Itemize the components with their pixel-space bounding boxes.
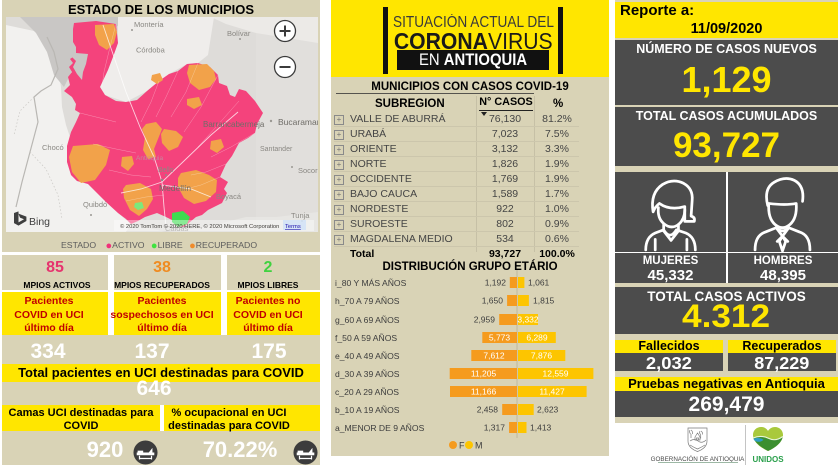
svg-text:1,815: 1,815 — [533, 296, 555, 306]
svg-text:3,332: 3,332 — [517, 315, 539, 325]
svg-text:11,166: 11,166 — [471, 387, 497, 397]
svg-text:Bucaraman: Bucaraman — [278, 117, 318, 127]
svg-text:f_50 A 59 AÑOS: f_50 A 59 AÑOS — [335, 333, 397, 343]
svg-text:g_60 A 69 AÑOS: g_60 A 69 AÑOS — [335, 315, 400, 325]
svg-text:2,458: 2,458 — [477, 405, 499, 415]
svg-text:2,959: 2,959 — [474, 315, 496, 325]
svg-text:i_80 Y MÁS AÑOS: i_80 Y MÁS AÑOS — [335, 278, 407, 288]
svg-text:M: M — [475, 441, 483, 451]
svg-text:1,317: 1,317 — [484, 423, 506, 433]
svg-text:12,559: 12,559 — [543, 369, 569, 379]
svg-text:Santander: Santander — [260, 146, 293, 153]
svg-text:Socorro: Socorro — [298, 166, 318, 175]
svg-text:1,650: 1,650 — [482, 296, 504, 306]
svg-text:Bello: Bello — [158, 167, 174, 174]
svg-text:7,612: 7,612 — [483, 351, 505, 361]
svg-text:7,876: 7,876 — [531, 351, 553, 361]
svg-text:6,289: 6,289 — [526, 333, 548, 343]
svg-text:Barrancabermeja: Barrancabermeja — [203, 120, 265, 129]
svg-text:h_70 A 79 AÑOS: h_70 A 79 AÑOS — [335, 296, 400, 306]
svg-text:Quibdó: Quibdó — [83, 200, 107, 209]
svg-text:2,623: 2,623 — [537, 405, 559, 415]
svg-text:Tunja: Tunja — [291, 211, 310, 220]
svg-text:5,773: 5,773 — [489, 333, 511, 343]
svg-text:1,192: 1,192 — [485, 278, 507, 288]
svg-text:c_20 A 29 AÑOS: c_20 A 29 AÑOS — [335, 387, 399, 397]
svg-text:© 2020 TomTom © 2020 HERE, © 2: © 2020 TomTom © 2020 HERE, © 2020 Micros… — [120, 223, 279, 230]
svg-text:a_MENOR DE 9 AÑOS: a_MENOR DE 9 AÑOS — [335, 423, 425, 433]
svg-text:Bolívar: Bolívar — [227, 29, 251, 38]
svg-text:Bing: Bing — [29, 216, 50, 228]
svg-text:Boyacá: Boyacá — [216, 192, 242, 201]
svg-text:Córdoba: Córdoba — [136, 46, 166, 55]
svg-text:Montería: Montería — [134, 20, 164, 29]
svg-text:b_10 A 19 AÑOS: b_10 A 19 AÑOS — [335, 405, 400, 415]
svg-text:Antioquia: Antioquia — [136, 155, 163, 162]
svg-text:d_30 A 39 AÑOS: d_30 A 39 AÑOS — [335, 369, 400, 379]
svg-text:1,413: 1,413 — [530, 423, 552, 433]
svg-text:e_40 A 49 AÑOS: e_40 A 49 AÑOS — [335, 351, 400, 361]
svg-text:F: F — [459, 441, 465, 451]
svg-text:11,427: 11,427 — [539, 387, 565, 397]
svg-text:1,061: 1,061 — [528, 278, 550, 288]
svg-text:11,205: 11,205 — [471, 369, 497, 379]
svg-text:Terms: Terms — [285, 224, 301, 230]
svg-text:Medellín: Medellín — [159, 183, 191, 193]
svg-text:Chocó: Chocó — [42, 143, 64, 152]
svg-text:Caldas: Caldas — [165, 224, 189, 232]
